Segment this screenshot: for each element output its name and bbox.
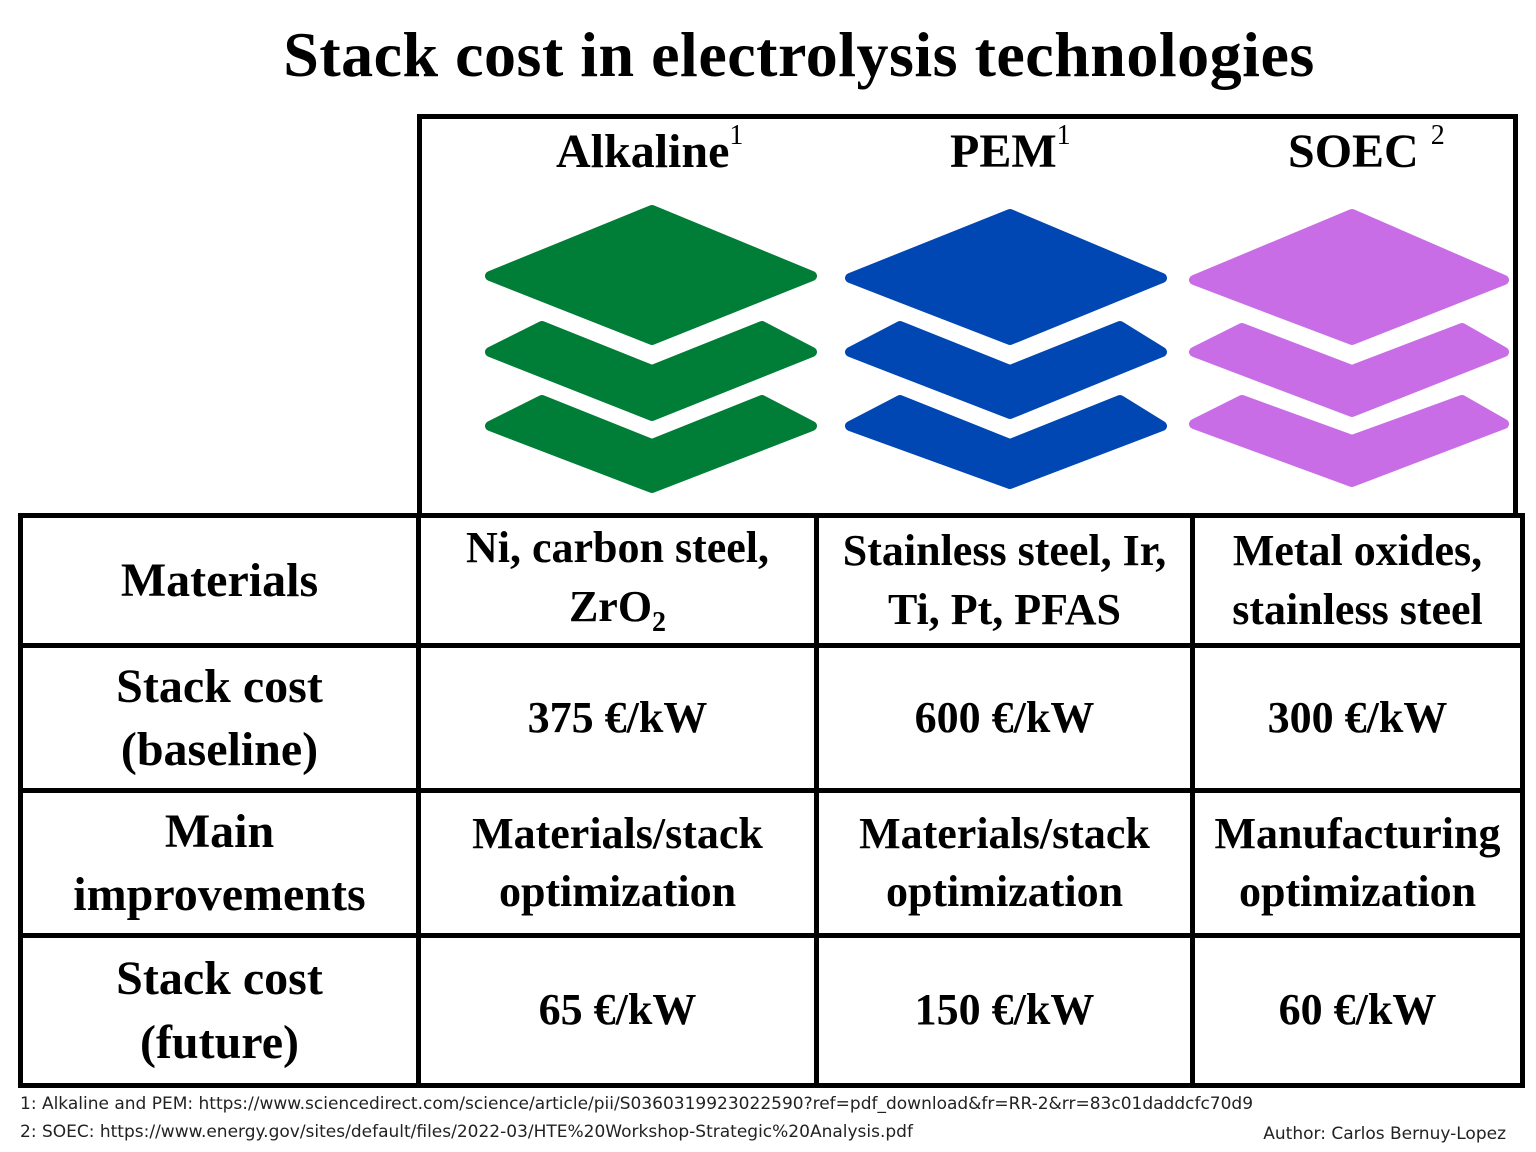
cell-cost-baseline-pem: 600 €/kW	[814, 643, 1195, 793]
cell-materials-alkaline: Ni, carbon steel, ZrO2	[416, 513, 819, 648]
formula-text: ZrO	[568, 581, 653, 631]
cell-cost-future-alkaline: 65 €/kW	[416, 933, 819, 1088]
cell-line: Metal oxides,	[1232, 526, 1483, 576]
cell-improvements-alkaline: Materials/stack optimization	[416, 788, 819, 938]
tech-name: PEM	[950, 125, 1057, 178]
tech-ref: 1	[729, 120, 744, 151]
table-row-materials: Materials Ni, carbon steel, ZrO2 Stainle…	[18, 513, 1525, 648]
cell-line: ZrO2	[425, 578, 810, 642]
footnote-2: 2: SOEC: https://www.energy.gov/sites/de…	[20, 1122, 913, 1142]
author-credit: Author: Carlos Bernuy-Lopez	[1263, 1124, 1506, 1144]
tech-name: SOEC	[1288, 125, 1419, 178]
tech-label-soec: SOEC 2	[1288, 120, 1445, 179]
cell-line: Ni, carbon steel,	[465, 523, 770, 573]
footnote-1: 1: Alkaline and PEM: https://www.science…	[20, 1094, 1254, 1114]
cell-cost-baseline-soec: 300 €/kW	[1190, 643, 1525, 793]
cell-line: optimization	[498, 867, 737, 916]
tech-name: Alkaline	[556, 125, 730, 178]
tech-label-alkaline: Alkaline1	[556, 120, 743, 179]
cell-improvements-soec: Manufacturing optimization	[1190, 788, 1525, 938]
formula-subscript: 2	[652, 606, 667, 638]
layers-icon-alkaline	[485, 205, 817, 493]
cell-improvements-pem: Materials/stack optimization	[814, 788, 1195, 938]
comparison-table: Materials Ni, carbon steel, ZrO2 Stainle…	[18, 513, 1525, 1088]
row-label: Stack cost	[116, 952, 323, 1006]
tech-ref: 2	[1430, 120, 1445, 151]
cell-line: optimization	[885, 867, 1124, 916]
row-header-materials: Materials	[18, 513, 421, 648]
row-label: Stack cost	[116, 659, 323, 713]
cell-line: Materials/stack	[859, 808, 1150, 858]
cell-line: Materials/stack	[472, 808, 763, 858]
cell-line: Stainless steel, Ir,	[842, 526, 1167, 576]
row-label: (future)	[139, 1015, 300, 1069]
technology-header-box	[417, 114, 1518, 514]
row-label: Main	[164, 804, 275, 858]
row-header-cost-baseline: Stack cost (baseline)	[18, 643, 421, 793]
row-header-improvements: Main improvements	[18, 788, 421, 938]
table-row-improvements: Main improvements Materials/stack optimi…	[18, 788, 1525, 938]
cell-line: stainless steel	[1232, 584, 1483, 634]
cell-cost-future-soec: 60 €/kW	[1190, 933, 1525, 1088]
cell-cost-baseline-alkaline: 375 €/kW	[416, 643, 819, 793]
cell-line: Ti, Pt, PFAS	[887, 584, 1122, 634]
cell-materials-pem: Stainless steel, Ir, Ti, Pt, PFAS	[814, 513, 1195, 648]
layers-icon-pem	[845, 209, 1167, 489]
row-label: Materials	[120, 553, 319, 607]
tech-ref: 1	[1056, 120, 1071, 151]
row-header-cost-future: Stack cost (future)	[18, 933, 421, 1088]
table-row-cost-baseline: Stack cost (baseline) 375 €/kW 600 €/kW …	[18, 643, 1525, 793]
row-label: (baseline)	[120, 723, 319, 776]
row-label: improvements	[73, 868, 366, 921]
cell-cost-future-pem: 150 €/kW	[814, 933, 1195, 1088]
layers-icon-soec	[1189, 209, 1509, 487]
cell-line: Manufacturing	[1214, 808, 1501, 858]
table-row-cost-future: Stack cost (future) 65 €/kW 150 €/kW 60 …	[18, 933, 1525, 1088]
cell-line: optimization	[1238, 867, 1477, 916]
cell-materials-soec: Metal oxides, stainless steel	[1190, 513, 1525, 648]
page-title: Stack cost in electrolysis technologies	[283, 19, 1315, 90]
tech-label-pem: PEM1	[950, 120, 1071, 179]
